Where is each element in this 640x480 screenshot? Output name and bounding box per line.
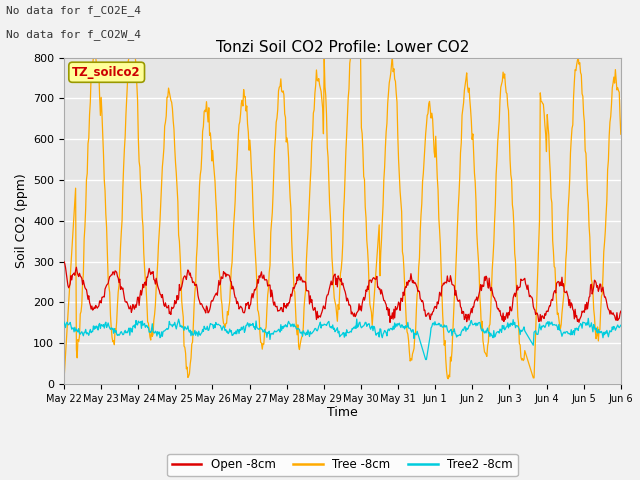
Text: TZ_soilco2: TZ_soilco2: [72, 66, 141, 79]
Title: Tonzi Soil CO2 Profile: Lower CO2: Tonzi Soil CO2 Profile: Lower CO2: [216, 40, 469, 55]
X-axis label: Time: Time: [327, 407, 358, 420]
Legend: Open -8cm, Tree -8cm, Tree2 -8cm: Open -8cm, Tree -8cm, Tree2 -8cm: [167, 454, 518, 476]
Text: No data for f_CO2E_4: No data for f_CO2E_4: [6, 5, 141, 16]
Text: No data for f_CO2W_4: No data for f_CO2W_4: [6, 29, 141, 40]
Y-axis label: Soil CO2 (ppm): Soil CO2 (ppm): [15, 173, 28, 268]
